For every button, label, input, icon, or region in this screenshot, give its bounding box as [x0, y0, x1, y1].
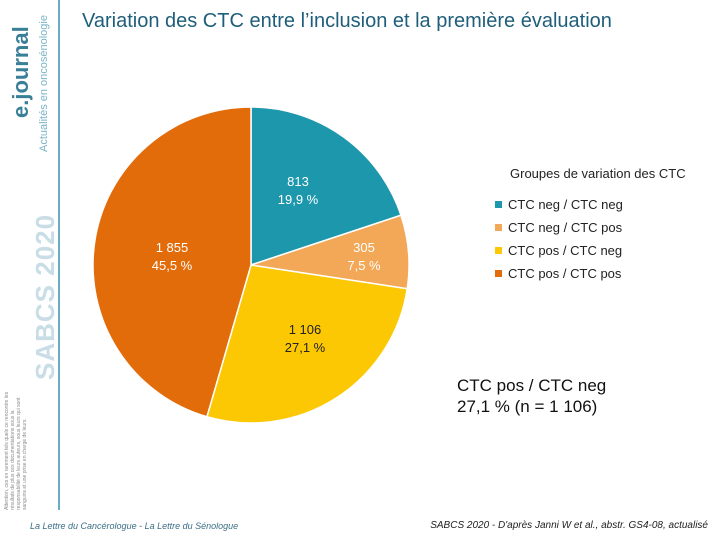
slice-count-label: 813: [287, 174, 309, 189]
pie-slice: [205, 264, 409, 424]
sidebar: e.journal Actualités en oncosénologie SA…: [0, 0, 60, 510]
slice-percent-label: 19,9 %: [278, 192, 319, 207]
slice-percent-label: 27,1 %: [285, 340, 326, 355]
footer-source: SABCS 2020 - D'après Janni W et al., abs…: [430, 520, 708, 531]
legend-item: CTC pos / CTC pos: [495, 262, 623, 285]
slice-count-label: 1 855: [156, 240, 189, 255]
legend-item: CTC neg / CTC neg: [495, 193, 623, 216]
callout-line-1: CTC pos / CTC neg: [457, 376, 607, 395]
legend-item: CTC neg / CTC pos: [495, 216, 623, 239]
sidebar-divider: [58, 0, 60, 510]
legend-label: CTC pos / CTC pos: [508, 266, 622, 281]
legend-label: CTC neg / CTC pos: [508, 220, 623, 235]
highlight-callout: CTC pos / CTC neg 27,1 % (n = 1 106): [457, 375, 606, 417]
legend-swatch: [495, 224, 502, 231]
legend-swatch: [495, 270, 502, 277]
legend: CTC neg / CTC neg CTC neg / CTC pos CTC …: [495, 193, 623, 285]
legend-label: CTC neg / CTC neg: [508, 197, 623, 212]
legend-item: CTC pos / CTC neg: [495, 239, 623, 262]
pie-slice: [92, 106, 252, 418]
slice-percent-label: 45,5 %: [152, 258, 193, 273]
page-title: Variation des CTC entre l’inclusion et l…: [82, 10, 612, 32]
legend-swatch: [495, 201, 502, 208]
slice-count-label: 305: [353, 240, 375, 255]
slice-percent-label: 7,5 %: [347, 258, 381, 273]
pie-slice: [250, 106, 402, 267]
footer-publication: La Lettre du Cancérologue - La Lettre du…: [30, 521, 239, 531]
legend-title: Groupes de variation des CTC: [510, 166, 686, 181]
legend-swatch: [495, 247, 502, 254]
legend-label: CTC pos / CTC neg: [508, 243, 623, 258]
callout-line-2: 27,1 % (n = 1 106): [457, 397, 598, 416]
slice-count-label: 1 106: [289, 322, 322, 337]
